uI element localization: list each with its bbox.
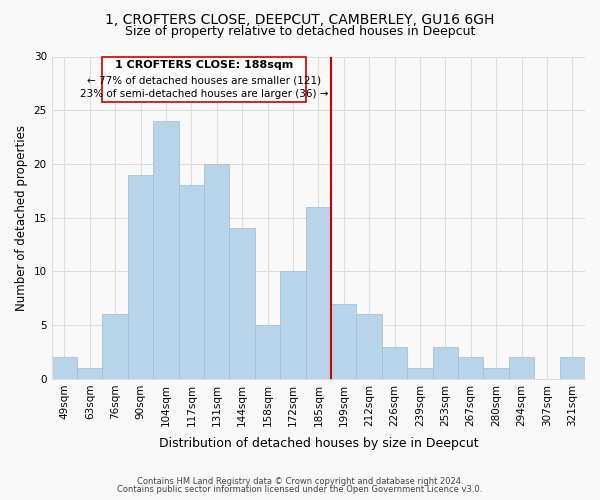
Text: 1 CROFTERS CLOSE: 188sqm: 1 CROFTERS CLOSE: 188sqm <box>115 60 293 70</box>
Bar <box>458 358 484 379</box>
FancyBboxPatch shape <box>103 56 305 102</box>
Bar <box>128 174 153 379</box>
Bar <box>280 272 305 379</box>
Y-axis label: Number of detached properties: Number of detached properties <box>15 124 28 310</box>
Text: 1, CROFTERS CLOSE, DEEPCUT, CAMBERLEY, GU16 6GH: 1, CROFTERS CLOSE, DEEPCUT, CAMBERLEY, G… <box>106 12 494 26</box>
Bar <box>52 358 77 379</box>
Bar <box>331 304 356 379</box>
X-axis label: Distribution of detached houses by size in Deepcut: Distribution of detached houses by size … <box>158 437 478 450</box>
Text: ← 77% of detached houses are smaller (121): ← 77% of detached houses are smaller (12… <box>87 75 321 85</box>
Bar <box>560 358 585 379</box>
Text: 23% of semi-detached houses are larger (36) →: 23% of semi-detached houses are larger (… <box>80 89 328 99</box>
Bar <box>204 164 229 379</box>
Bar <box>153 121 179 379</box>
Text: Contains public sector information licensed under the Open Government Licence v3: Contains public sector information licen… <box>118 485 482 494</box>
Bar <box>356 314 382 379</box>
Bar <box>103 314 128 379</box>
Bar <box>229 228 255 379</box>
Text: Size of property relative to detached houses in Deepcut: Size of property relative to detached ho… <box>125 25 475 38</box>
Text: Contains HM Land Registry data © Crown copyright and database right 2024.: Contains HM Land Registry data © Crown c… <box>137 477 463 486</box>
Bar <box>77 368 103 379</box>
Bar <box>382 346 407 379</box>
Bar <box>255 325 280 379</box>
Bar <box>179 186 204 379</box>
Bar <box>484 368 509 379</box>
Bar <box>433 346 458 379</box>
Bar <box>305 207 331 379</box>
Bar <box>509 358 534 379</box>
Bar <box>407 368 433 379</box>
